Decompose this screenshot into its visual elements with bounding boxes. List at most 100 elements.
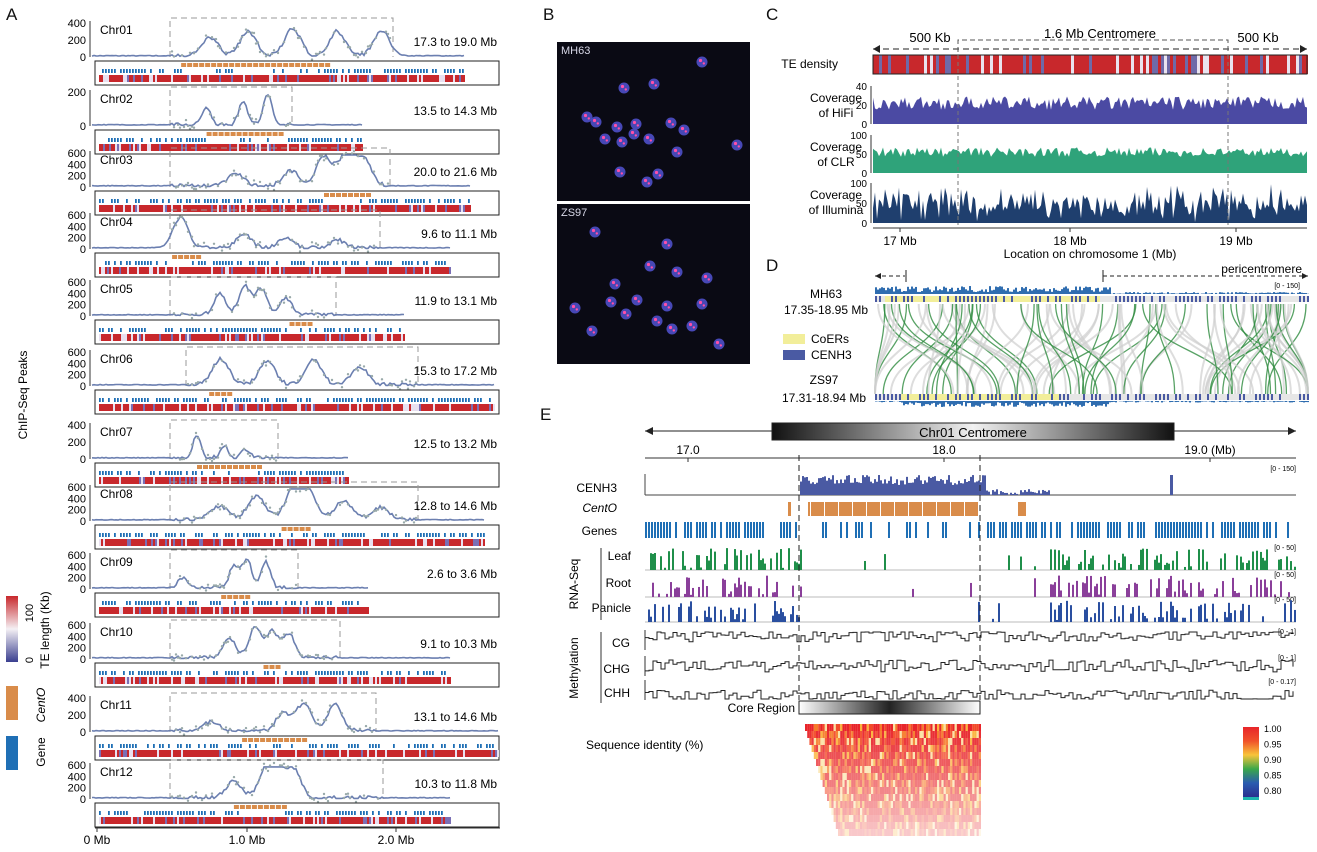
cenh3-signal-bottom [991, 401, 993, 406]
te-cell [213, 267, 215, 274]
rnaseq-bar-leaf [682, 551, 684, 570]
peak-point [326, 241, 330, 244]
gene-mark [138, 199, 140, 203]
te-cell [489, 750, 491, 757]
te-cell [111, 404, 113, 411]
te-cell [169, 817, 171, 824]
peak-point [186, 799, 190, 802]
te-cell [109, 607, 111, 614]
panel-label-e: E [540, 405, 552, 424]
te-cell [217, 607, 219, 614]
te-cell [347, 677, 349, 684]
peak-point [300, 375, 304, 378]
peak-point [250, 31, 254, 34]
te-density-cell [1131, 55, 1134, 74]
peak-point [302, 45, 306, 48]
chromosome-spot [589, 226, 601, 238]
cenh3-signal-top [1157, 293, 1159, 294]
te-cell [105, 144, 107, 151]
cenh3-signal-bottom [1197, 401, 1199, 403]
te-density-cell [1167, 55, 1170, 74]
gene-mark [441, 398, 443, 402]
cenh3-bar [870, 481, 872, 495]
te-cell [231, 750, 233, 757]
te-cell [425, 817, 427, 824]
te-density-cell [1179, 55, 1182, 74]
peak-point [314, 52, 318, 55]
gene-mark [303, 261, 305, 265]
gene-mark [342, 261, 344, 265]
te-cell [165, 334, 167, 341]
te-cell [387, 75, 389, 82]
gene-mark [366, 811, 368, 815]
te-cell [121, 817, 123, 824]
te-cell [309, 607, 311, 614]
te-cell [383, 677, 385, 684]
te-cell [217, 677, 219, 684]
gene-mark [357, 671, 359, 675]
te-density-cell [1017, 55, 1020, 74]
peak-point [194, 312, 198, 315]
gene-mark [249, 199, 251, 203]
te-cell [437, 75, 439, 82]
te-cell [169, 75, 171, 82]
rnaseq-bar-leaf [770, 558, 772, 570]
te-cell [149, 750, 151, 757]
cento-bar [290, 738, 296, 742]
te-cell [373, 267, 375, 274]
te-cell [415, 539, 417, 546]
gene-mark [141, 398, 143, 402]
gene-mark [312, 744, 314, 748]
te-cell [427, 404, 429, 411]
scale-tick: 17.0 [676, 443, 700, 457]
cenh3-mark-bottom [947, 394, 949, 400]
gene-bar [1083, 522, 1085, 538]
cenh3-mark-bottom [879, 394, 881, 400]
te-cell [283, 607, 285, 614]
cenh3-signal-bottom [1257, 401, 1259, 403]
gene-mark [315, 671, 317, 675]
peak-line [91, 283, 405, 317]
cenh3-mark-bottom [891, 394, 893, 400]
te-cell [175, 205, 177, 212]
te-cell [253, 750, 255, 757]
te-cell [251, 267, 253, 274]
gene-mark [225, 199, 227, 203]
te-cell [219, 677, 221, 684]
cenh3-signal [650, 266, 653, 269]
gene-mark [258, 533, 260, 537]
te-cell [361, 607, 363, 614]
gene-mark [108, 138, 110, 142]
gene-bar [1221, 522, 1223, 538]
te-cell [387, 750, 389, 757]
te-cell [187, 539, 189, 546]
cento-bar [260, 132, 266, 136]
gene-mark [117, 398, 119, 402]
cenh3-signal-top [905, 291, 907, 294]
peak-point [236, 238, 240, 242]
te-cell [109, 750, 111, 757]
te-cell [427, 750, 429, 757]
cenh3-mark-bottom [927, 394, 929, 400]
te-cell [197, 144, 199, 151]
te-cell [465, 404, 467, 411]
te-cell [245, 677, 247, 684]
te-cell [425, 539, 427, 546]
te-cell [263, 677, 265, 684]
cenh3-signal [613, 123, 618, 128]
gene-mark [363, 671, 365, 675]
peak-point [286, 123, 290, 127]
te-cell [169, 750, 171, 757]
peak-point [204, 589, 208, 592]
te-density-cell [915, 55, 918, 74]
gene-mark [273, 744, 275, 748]
te-cell [291, 607, 293, 614]
gene-bar [1002, 522, 1004, 538]
peak-point [348, 796, 352, 799]
te-cell [435, 539, 437, 546]
te-cell [195, 334, 197, 341]
gene-mark [105, 671, 107, 675]
synteny-link [1265, 303, 1277, 395]
gene-mark [417, 69, 419, 73]
gene-mark [354, 69, 356, 73]
